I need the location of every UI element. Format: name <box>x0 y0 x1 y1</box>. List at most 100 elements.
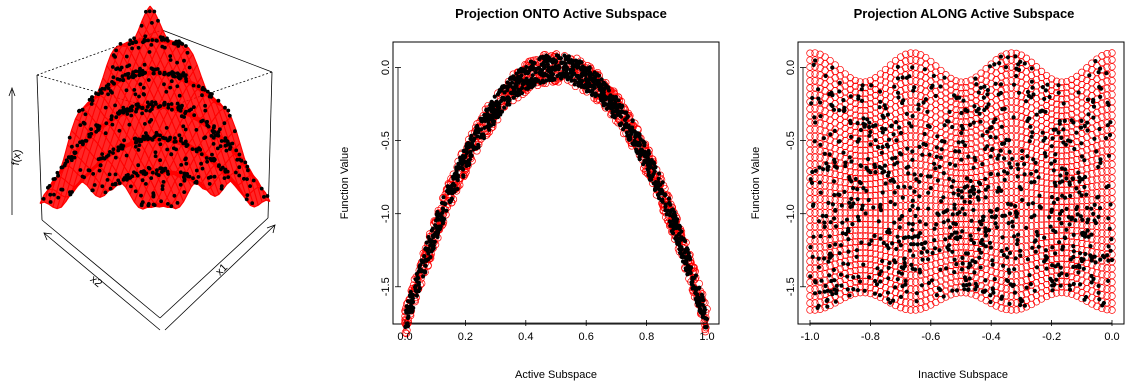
sample-point <box>660 180 665 185</box>
sample-point <box>698 302 703 307</box>
surface-patch <box>225 158 234 176</box>
sample-point <box>134 102 139 107</box>
sample-point <box>500 84 505 89</box>
surface-patch <box>206 187 215 197</box>
sample-point <box>153 134 158 138</box>
surface-patch <box>61 180 70 198</box>
sample-point <box>102 156 107 161</box>
sample-point <box>419 258 424 263</box>
sample-point <box>514 93 519 98</box>
sample-point <box>56 173 60 178</box>
sample-point <box>203 108 208 113</box>
sample-point <box>122 138 126 143</box>
sample-point <box>628 133 633 138</box>
surface-patch <box>175 175 184 192</box>
sample-point <box>637 133 642 138</box>
sample-point <box>246 168 250 173</box>
surface-patch <box>85 151 94 169</box>
x2-axis-label: x2 <box>88 273 105 290</box>
sample-point <box>194 147 199 152</box>
sample-point <box>176 44 181 48</box>
surface-patch <box>81 147 90 166</box>
surface-mesh <box>39 5 271 210</box>
surface-circle <box>460 172 468 181</box>
surface-patch <box>253 175 262 189</box>
surface-patch <box>261 188 270 202</box>
sample-point <box>143 122 147 126</box>
surface-circle <box>401 328 410 337</box>
sample-point <box>251 178 256 183</box>
surface-patch <box>120 166 129 181</box>
sample-point <box>423 257 428 262</box>
sample-point <box>150 100 154 104</box>
surface-patch <box>152 50 161 69</box>
surface-circle <box>1108 146 1116 154</box>
sample-point <box>596 73 602 78</box>
sample-point <box>668 223 673 228</box>
sample-point <box>424 240 429 245</box>
sample-point <box>104 121 109 126</box>
surface-patch <box>83 112 93 131</box>
sample-point <box>124 54 129 59</box>
sample-point <box>511 87 517 92</box>
surface-circle <box>1108 56 1116 64</box>
surface-circle <box>836 171 844 180</box>
sample-point <box>137 69 142 74</box>
surface-patch <box>176 123 185 141</box>
surface-patch <box>163 111 172 130</box>
sample-point <box>213 133 218 138</box>
surface-circle <box>1012 119 1021 127</box>
sample-point <box>136 45 141 50</box>
sample-point <box>184 44 188 48</box>
surface-circle <box>1108 209 1116 217</box>
sample-point <box>158 158 163 163</box>
sample-point <box>234 170 238 175</box>
sample-point <box>145 105 150 109</box>
surface-patch <box>156 42 165 60</box>
sample-point <box>530 73 535 78</box>
sample-point <box>105 178 110 182</box>
sample-point <box>151 67 156 72</box>
sample-point <box>219 184 224 189</box>
sample-point <box>113 155 118 160</box>
sample-point <box>100 184 105 189</box>
surface-patch <box>216 136 225 151</box>
sample-point <box>151 193 156 197</box>
surface-patch <box>170 171 179 181</box>
sample-point <box>204 156 209 160</box>
z-axis-arrow <box>8 86 16 215</box>
sample-point <box>120 108 125 113</box>
sample-point <box>507 76 513 81</box>
surface-patch <box>171 180 180 200</box>
surface-patch <box>87 101 97 118</box>
sample-point <box>110 122 115 127</box>
surface-patch <box>188 120 197 139</box>
sample-point <box>48 200 53 204</box>
y-tick-label: -0.5 <box>380 131 392 150</box>
sample-point <box>176 105 181 110</box>
surface-patch <box>186 99 195 115</box>
sample-point <box>51 177 56 182</box>
sample-point <box>117 111 122 115</box>
sample-point <box>184 73 188 78</box>
surface-patch <box>71 134 80 151</box>
surface-patch <box>210 94 219 102</box>
sample-point <box>169 152 174 157</box>
chart-title: Projection ONTO Active Subspace <box>455 6 667 21</box>
sample-point <box>146 78 151 82</box>
sample-point <box>176 72 181 77</box>
sample-point <box>173 139 178 144</box>
sample-point <box>538 71 543 76</box>
sample-point <box>691 284 696 289</box>
plot-marks <box>401 50 711 338</box>
sample-point <box>133 136 138 141</box>
sample-point <box>144 9 148 14</box>
sample-point <box>136 163 141 168</box>
sample-point <box>461 173 466 178</box>
surface-patch <box>116 159 125 178</box>
sample-point <box>192 105 196 109</box>
sample-point <box>203 103 208 108</box>
surface-patch <box>187 177 196 187</box>
surface-patch <box>82 173 92 186</box>
sample-point <box>178 182 183 187</box>
